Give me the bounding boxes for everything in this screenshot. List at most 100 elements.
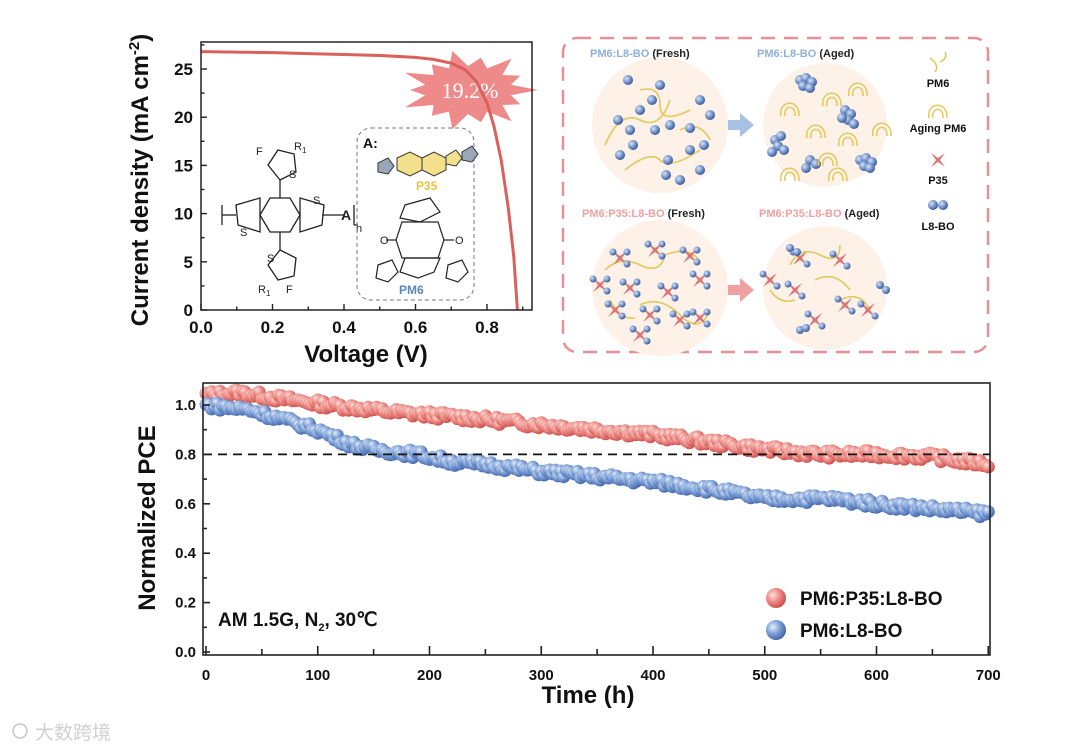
pm6-label: PM6 xyxy=(399,283,424,297)
pce-y-tick-label: 0.6 xyxy=(175,496,196,513)
p35-molecule xyxy=(613,251,627,265)
fluorine-label: F xyxy=(256,146,263,158)
jv-x-tick-label: 0.0 xyxy=(189,318,213,337)
scheme-label-top-right: PM6:L8-BO (Aged) xyxy=(757,48,855,60)
l8bo-molecule xyxy=(693,258,701,266)
l8bo-molecule xyxy=(695,95,705,105)
l8bo-molecule xyxy=(658,252,666,260)
scheme-label-top-left: PM6:L8-BO (Fresh) xyxy=(590,48,690,60)
p35-molecule xyxy=(693,273,707,287)
p35-molecule xyxy=(931,153,945,167)
p35-molecule xyxy=(693,311,707,325)
p35-structure: P35 xyxy=(377,145,479,193)
l8bo-molecule xyxy=(857,300,865,308)
aging-pm6-chain xyxy=(838,132,858,147)
legend-aging-pm6: Aging PM6 xyxy=(910,123,967,135)
l8bo-molecule xyxy=(603,287,611,295)
l8bo-molecule xyxy=(786,244,794,252)
legend-pm6: PM6 xyxy=(927,78,950,90)
jv-y-tick-label: 25 xyxy=(174,60,193,79)
starburst-shape xyxy=(404,51,538,129)
l8bo-molecule xyxy=(928,200,938,210)
l8bo-molecule xyxy=(629,325,637,333)
l8bo-molecule xyxy=(623,75,633,85)
l8bo-molecule xyxy=(623,248,631,256)
l8bo-molecule xyxy=(650,125,660,135)
jv-y-tick-label: 5 xyxy=(184,253,193,272)
l8bo-molecule xyxy=(625,125,635,135)
l8bo-molecule xyxy=(804,310,812,318)
watermark-text: 大数跨境 xyxy=(35,722,111,744)
l8bo-molecule xyxy=(609,248,617,256)
pce-x-tick-label: 600 xyxy=(864,667,889,684)
l8bo-molecule xyxy=(882,286,890,294)
acceptor-box-label: A: xyxy=(363,135,378,151)
p35-molecule xyxy=(623,281,637,295)
legend: PM6:P35:L8-BO PM6:L8-BO xyxy=(766,588,943,642)
p35-molecule xyxy=(661,285,675,299)
pce-x-tick-label: 200 xyxy=(417,667,442,684)
lower-thiophene-ring xyxy=(267,249,297,281)
l8bo-molecule xyxy=(685,123,695,133)
jv-y-tick-label: 20 xyxy=(174,108,193,127)
l8bo-molecule xyxy=(784,280,792,288)
l8bo-molecule xyxy=(615,150,625,160)
efficiency-label: 19.2% xyxy=(442,78,499,103)
legend-p35: P35 xyxy=(928,175,948,187)
p35-molecule xyxy=(643,308,657,322)
l8bo-molecule xyxy=(801,163,811,173)
l8bo-molecule xyxy=(613,115,623,125)
marker-pm6-l8bo xyxy=(981,505,995,519)
efficiency-starburst: 19.2% xyxy=(404,51,538,129)
pm6-chain xyxy=(624,149,701,171)
marker-pm6-p35-l8bo xyxy=(981,460,995,474)
jv-x-tick-label: 0.8 xyxy=(475,318,499,337)
p35-molecule xyxy=(838,298,852,312)
watermark-logo-icon xyxy=(12,723,28,739)
jv-y-tick-label: 0 xyxy=(184,301,193,320)
p35-label: P35 xyxy=(416,179,438,193)
pce-y-tick-label: 1.0 xyxy=(175,397,196,414)
l8bo-molecule xyxy=(776,131,786,141)
aging-pm6-chain xyxy=(780,102,800,117)
oxygen-label: O xyxy=(455,235,464,247)
p35-molecule xyxy=(633,328,647,342)
l8bo-molecule xyxy=(589,275,597,283)
l8bo-molecule xyxy=(618,300,626,308)
l8bo-molecule xyxy=(848,307,856,315)
p35-molecule xyxy=(808,313,822,327)
scheme-label-bottom-right: PM6:P35:L8-BO (Aged) xyxy=(759,208,880,220)
right-thiophene-ring xyxy=(299,197,325,233)
p35-molecule xyxy=(673,313,687,327)
r1-label: R1 xyxy=(258,284,271,298)
l8bo-molecule xyxy=(699,140,709,150)
aging-pm6-chain xyxy=(928,104,948,119)
l8bo-molecule xyxy=(837,113,847,123)
l8bo-molecule xyxy=(773,282,781,290)
left-thiophene-ring xyxy=(235,197,261,233)
aging-pm6-chain xyxy=(806,124,826,139)
scheme-region xyxy=(763,226,887,350)
scheme-region xyxy=(763,63,887,187)
scheme-illustrations xyxy=(589,51,948,356)
l8bo-molecule xyxy=(693,246,701,254)
sulfur-label: S xyxy=(289,169,296,181)
l8bo-molecule xyxy=(643,325,651,333)
aging-pm6-chain xyxy=(780,167,800,182)
scheme-border xyxy=(561,36,990,354)
aging-pm6-chain xyxy=(828,167,848,182)
jv-x-tick-label: 0.2 xyxy=(261,318,285,337)
l8bo-molecule xyxy=(683,310,691,318)
fluorine-label: F xyxy=(286,284,293,296)
pink-arrow-icon xyxy=(728,278,754,302)
p35-molecule xyxy=(861,303,875,317)
sulfur-label: S xyxy=(313,195,320,207)
pm6-chain xyxy=(769,289,796,303)
pce-plot-frame xyxy=(202,382,991,656)
p35-molecule xyxy=(763,273,777,287)
pce-axes: 0 100 200 300 400 500 600 700 0.0 0.2 0.4 0.6 0.8 1.0 xyxy=(175,397,1001,684)
l8bo-molecule xyxy=(671,282,679,290)
p35-molecule xyxy=(833,253,847,267)
condition-annotation: AM 1.5G, N2, 30℃ xyxy=(218,610,377,634)
scheme-label-bottom-left: PM6:P35:L8-BO (Fresh) xyxy=(582,208,705,220)
